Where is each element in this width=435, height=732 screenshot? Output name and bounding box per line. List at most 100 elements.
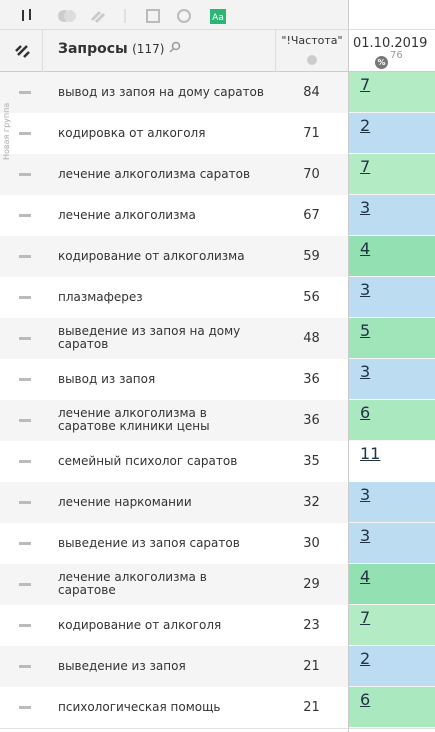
- query-cell: лечение наркомании: [58, 494, 192, 509]
- query-cell: лечение алкоголизма саратов: [58, 166, 251, 181]
- position-cell[interactable]: 6: [349, 687, 435, 727]
- position-cell[interactable]: 3: [349, 482, 435, 522]
- row-handle[interactable]: [19, 337, 31, 340]
- contrast-icon[interactable]: [177, 9, 191, 23]
- globe-icon: [307, 55, 317, 65]
- query-cell: лечение алкоголизма в саратове клиники ц…: [58, 406, 210, 433]
- table-row[interactable]: семейный психолог саратов 35 11: [0, 441, 435, 483]
- query-cell: кодирование от алкоголизма: [58, 248, 245, 263]
- percent-value: 76: [390, 50, 403, 61]
- row-handle[interactable]: [19, 173, 31, 176]
- query-header[interactable]: Запросы (117): [58, 41, 181, 57]
- row-handle[interactable]: [19, 132, 31, 135]
- row-handle[interactable]: [19, 624, 31, 627]
- query-cell: кодирование от алкоголя: [58, 617, 222, 632]
- query-cell: лечение алкоголизма в саратове: [58, 570, 207, 597]
- position-cell[interactable]: 3: [349, 523, 435, 563]
- frequency-cell: 71: [303, 125, 320, 141]
- date-header[interactable]: 01.10.2019 % 76: [348, 30, 435, 72]
- frequency-cell: 36: [303, 371, 320, 387]
- table-icon[interactable]: [146, 9, 160, 23]
- table-row[interactable]: выведение из запоя на дому саратов 48 5: [0, 318, 435, 360]
- position-cell[interactable]: 7: [349, 605, 435, 645]
- position-cell[interactable]: 3: [349, 277, 435, 317]
- table-row[interactable]: выведение из запоя 21 2: [0, 646, 435, 688]
- query-title: Запросы: [58, 41, 128, 57]
- toolbar: Aa: [0, 0, 348, 30]
- row-handle[interactable]: [19, 665, 31, 668]
- row-handle[interactable]: [19, 214, 31, 217]
- row-handle[interactable]: [19, 378, 31, 381]
- row-handle[interactable]: [19, 583, 31, 586]
- position-cell[interactable]: 2: [349, 113, 435, 153]
- position-cell[interactable]: 3: [349, 359, 435, 399]
- toolbar-right: [348, 0, 435, 30]
- query-cell: выведение из запоя саратов: [58, 535, 240, 550]
- row-handle[interactable]: [19, 501, 31, 504]
- row-handle[interactable]: [19, 460, 31, 463]
- row-handle[interactable]: [19, 419, 31, 422]
- column-divider: [275, 30, 276, 72]
- table-row[interactable]: лечение алкоголизма саратов 70 7: [0, 154, 435, 196]
- query-cell: плазмаферез: [58, 289, 143, 304]
- query-cell: психологическая помощь: [58, 699, 221, 714]
- frequency-cell: 21: [303, 658, 320, 674]
- side-label: Новая группа: [2, 102, 11, 160]
- table-row[interactable]: кодирование от алкоголя 23 7: [0, 605, 435, 647]
- frequency-cell: 36: [303, 412, 320, 428]
- position-cell[interactable]: 4: [349, 236, 435, 276]
- table-row[interactable]: плазмаферез 56 3: [0, 277, 435, 319]
- row-handle[interactable]: [19, 255, 31, 258]
- position-cell[interactable]: 4: [349, 564, 435, 604]
- table-row[interactable]: лечение алкоголизма в саратове клиники ц…: [0, 400, 435, 442]
- position-cell[interactable]: 5: [349, 318, 435, 358]
- frequency-cell: 67: [303, 207, 320, 223]
- link-icon[interactable]: [90, 10, 106, 24]
- query-count: (117): [132, 42, 165, 56]
- position-cell[interactable]: 7: [349, 72, 435, 112]
- query-cell: выведение из запоя: [58, 658, 186, 673]
- query-cell: вывод из запоя: [58, 371, 156, 386]
- query-cell: кодировка от алкоголя: [58, 125, 206, 140]
- table-row[interactable]: вывод из запоя 36 3: [0, 359, 435, 401]
- table-row[interactable]: вывод из запоя на дому саратов 84 7: [0, 72, 435, 114]
- frequency-cell: 59: [303, 248, 320, 264]
- query-cell: лечение алкоголизма: [58, 207, 196, 222]
- frequency-cell: 35: [303, 453, 320, 469]
- position-cell[interactable]: 3: [349, 195, 435, 235]
- frequency-cell: 84: [303, 84, 320, 100]
- table-row[interactable]: лечение алкоголизма 67 3: [0, 195, 435, 237]
- table-header: Запросы (117) "!Частота": [0, 30, 348, 72]
- frequency-cell: 29: [303, 576, 320, 592]
- toggle-icon-2: [64, 10, 76, 22]
- search-icon[interactable]: [169, 41, 181, 53]
- table-row[interactable]: лечение алкоголизма в саратове 29 4: [0, 564, 435, 606]
- case-icon-label: Aa: [212, 13, 224, 23]
- row-handle[interactable]: [19, 91, 31, 94]
- frequency-cell: 30: [303, 535, 320, 551]
- row-handle[interactable]: [19, 542, 31, 545]
- query-cell: семейный психолог саратов: [58, 453, 238, 468]
- column-divider: [42, 30, 43, 72]
- position-cell[interactable]: 2: [349, 646, 435, 686]
- sort-icon[interactable]: [22, 9, 31, 21]
- frequency-cell: 32: [303, 494, 320, 510]
- row-handle[interactable]: [19, 706, 31, 709]
- position-cell[interactable]: 11: [349, 441, 435, 481]
- table-row[interactable]: кодирование от алкоголизма 59 4: [0, 236, 435, 278]
- percent-icon: %: [375, 56, 388, 69]
- table-row[interactable]: психологическая помощь 21 6: [0, 687, 435, 729]
- table-row[interactable]: выведение из запоя саратов 30 3: [0, 523, 435, 565]
- frequency-cell: 21: [303, 699, 320, 715]
- query-cell: вывод из запоя на дому саратов: [58, 84, 264, 99]
- position-cell[interactable]: 6: [349, 400, 435, 440]
- position-cell[interactable]: 7: [349, 154, 435, 194]
- case-icon[interactable]: [210, 9, 226, 24]
- table-row[interactable]: кодировка от алкоголя 71 2: [0, 113, 435, 155]
- table-body: вывод из запоя на дому саратов 84 7 кодиров…: [0, 72, 435, 732]
- row-handle[interactable]: [19, 296, 31, 299]
- frequency-header[interactable]: "!Частота": [281, 34, 343, 47]
- table-row[interactable]: лечение наркомании 32 3: [0, 482, 435, 524]
- query-cell: выведение из запоя на дому саратов: [58, 324, 241, 351]
